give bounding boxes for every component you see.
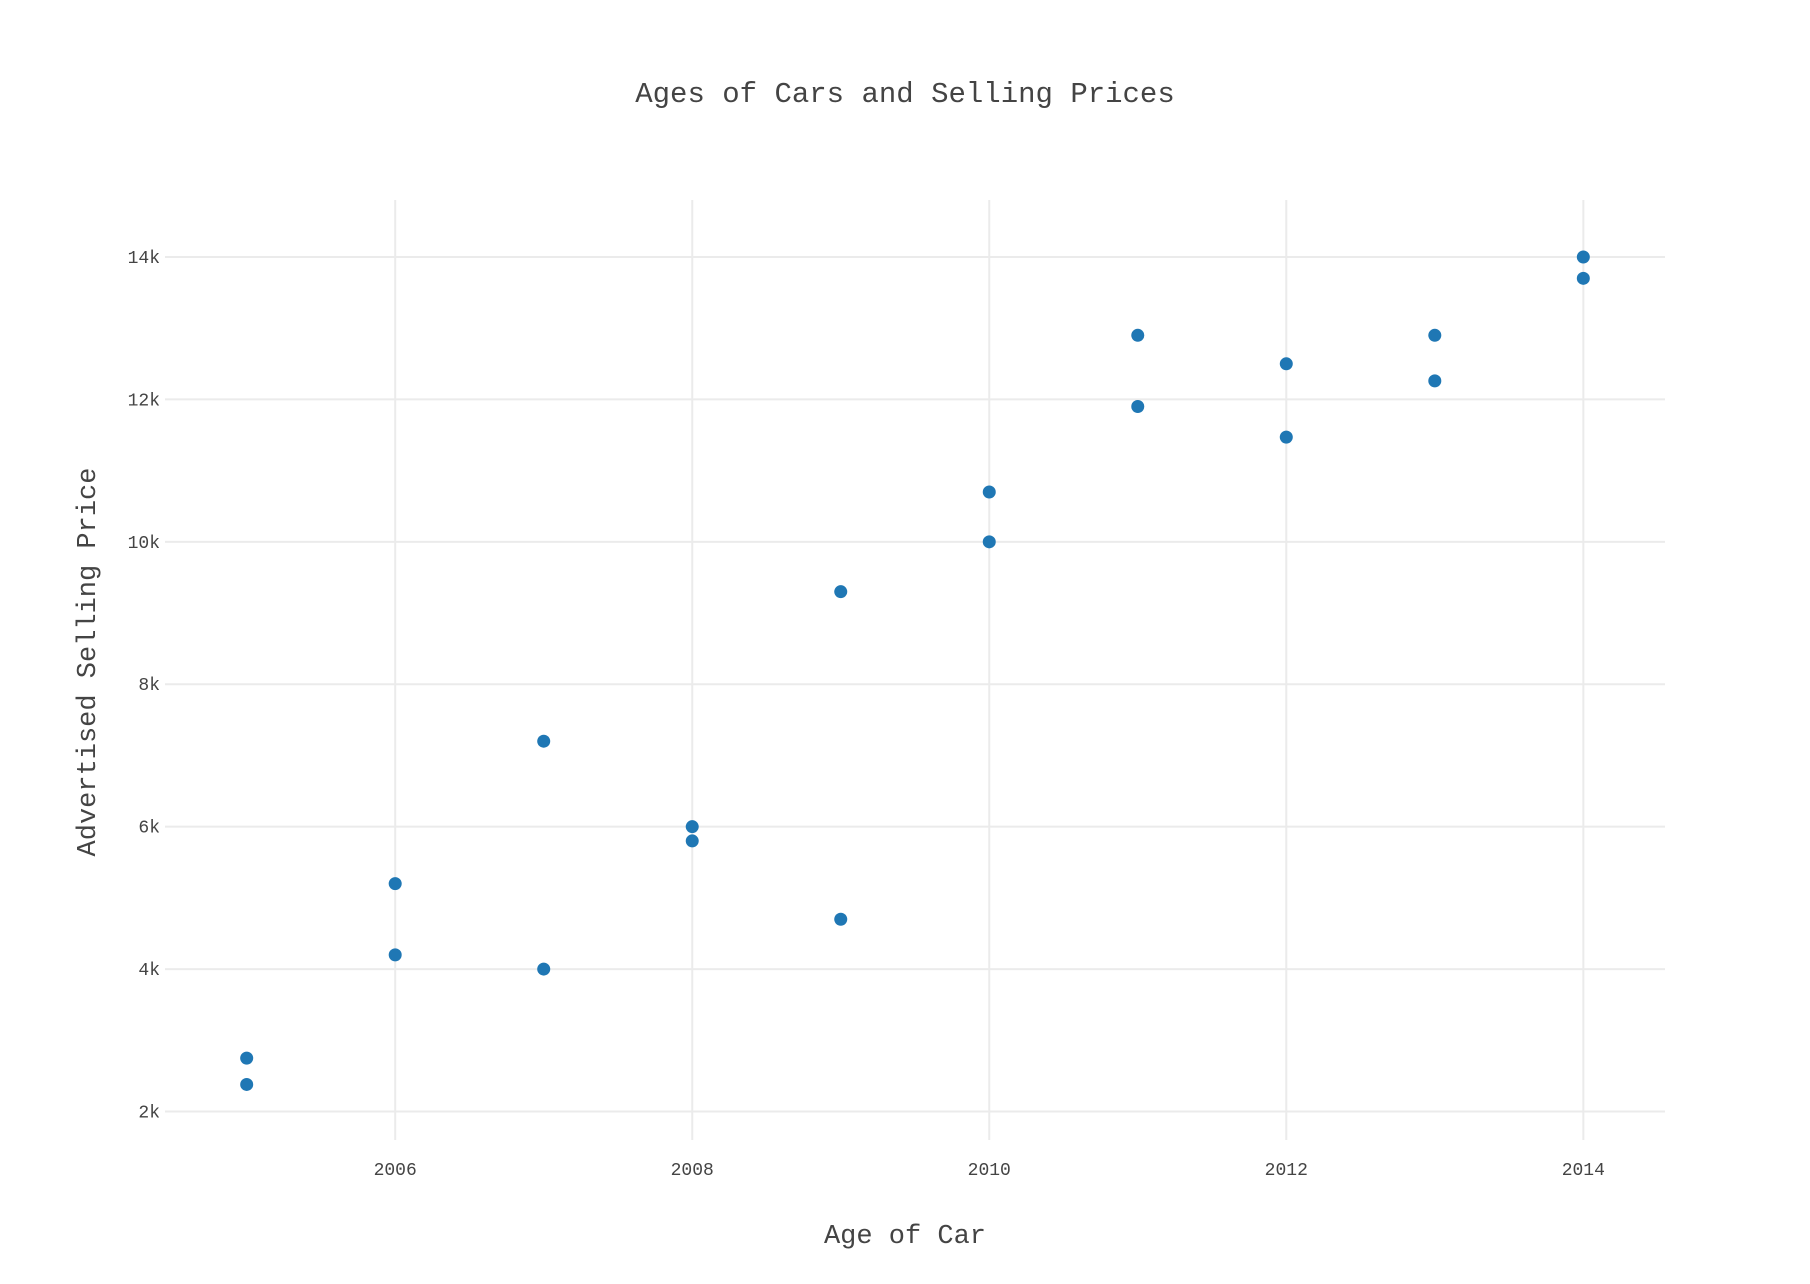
- x-tick-label: 2012: [1265, 1161, 1308, 1181]
- y-tick-label: 2k: [138, 1104, 160, 1124]
- points-layer: [240, 250, 1590, 1091]
- x-axis-label: Age of Car: [824, 1222, 986, 1252]
- data-point[interactable]: [240, 1077, 254, 1091]
- x-tick-label: 2010: [968, 1161, 1011, 1181]
- x-tick-label: 2006: [374, 1161, 417, 1181]
- data-point[interactable]: [1279, 430, 1293, 444]
- data-point[interactable]: [537, 734, 551, 748]
- tick-layer: 2k 4k 6k 8k 10k 12k 14k 2006 2008 2010 2012 2014: [128, 249, 1605, 1181]
- data-point[interactable]: [388, 948, 402, 962]
- grid-layer: [165, 200, 1665, 1140]
- chart-title: Ages of Cars and Selling Prices: [635, 78, 1175, 111]
- data-point[interactable]: [834, 585, 848, 599]
- data-point[interactable]: [1576, 271, 1590, 285]
- y-axis-label: Advertised Selling Price: [74, 468, 104, 857]
- y-tick-label: 6k: [138, 819, 160, 839]
- data-point[interactable]: [1428, 374, 1442, 388]
- y-tick-label: 4k: [138, 961, 160, 981]
- data-point[interactable]: [240, 1051, 254, 1065]
- x-tick-label: 2008: [671, 1161, 714, 1181]
- data-point[interactable]: [685, 834, 699, 848]
- data-point[interactable]: [834, 912, 848, 926]
- y-tick-label: 14k: [128, 249, 160, 269]
- data-point[interactable]: [685, 820, 699, 834]
- data-point[interactable]: [388, 877, 402, 891]
- data-point[interactable]: [982, 535, 996, 549]
- y-tick-label: 10k: [128, 534, 160, 554]
- y-tick-label: 8k: [138, 676, 160, 696]
- data-point[interactable]: [1131, 400, 1145, 414]
- y-tick-label: 12k: [128, 391, 160, 411]
- data-point[interactable]: [1131, 328, 1145, 342]
- data-point[interactable]: [1279, 357, 1293, 371]
- data-point[interactable]: [1428, 328, 1442, 342]
- data-point[interactable]: [1576, 250, 1590, 264]
- data-point[interactable]: [537, 962, 551, 976]
- data-point[interactable]: [982, 485, 996, 499]
- x-tick-label: 2014: [1562, 1161, 1605, 1181]
